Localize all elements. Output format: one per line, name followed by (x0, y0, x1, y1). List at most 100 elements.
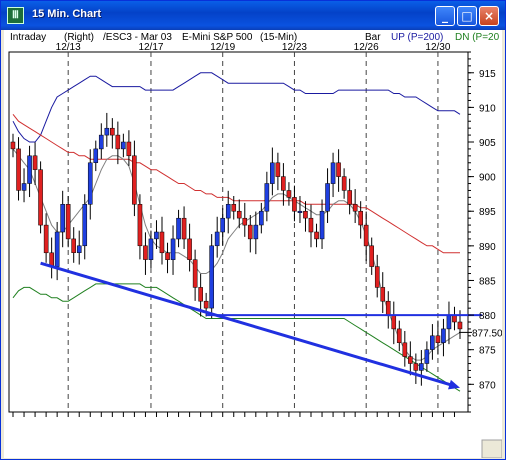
price-bar (132, 155, 137, 205)
price-bar (60, 204, 65, 233)
price-bar (192, 259, 198, 288)
price-tick-label: 900 (479, 173, 496, 184)
chart-app-icon[interactable]: Ⅲ (7, 7, 24, 24)
lower-band-line (12, 283, 461, 392)
price-bar (286, 190, 292, 198)
price-bar (87, 162, 93, 205)
price-bar (220, 217, 225, 233)
price-bar (292, 197, 297, 212)
date-label: 12/13 (56, 42, 81, 53)
header-dn-label: DN (P=20 (455, 32, 500, 43)
short-moving-average-line (12, 148, 461, 361)
price-bar (352, 204, 358, 212)
price-tick-label: 910 (479, 103, 496, 114)
price-tick-label: 915 (479, 69, 496, 80)
long-moving-average-line (12, 113, 460, 254)
price-bar (198, 287, 203, 302)
price-bar (65, 204, 71, 240)
price-bar (231, 204, 237, 212)
price-bar (187, 238, 192, 260)
price-bar (10, 141, 16, 150)
price-bar (242, 217, 248, 226)
date-label: 12/26 (354, 42, 379, 53)
price-bar (203, 300, 209, 309)
price-bar (121, 141, 126, 150)
trend-line (40, 261, 455, 388)
trend-line-arrowhead (448, 379, 460, 390)
price-bar (369, 245, 374, 267)
price-bar (76, 245, 82, 253)
price-bar (209, 245, 214, 309)
price-bar (446, 314, 452, 330)
price-bar (358, 210, 363, 226)
price-bar (435, 335, 441, 343)
price-bar (236, 210, 242, 219)
price-bar (336, 162, 341, 177)
price-bar (347, 190, 352, 205)
price-bar (176, 217, 181, 240)
minimize-button[interactable]: _ (435, 6, 455, 26)
price-bar (27, 155, 32, 184)
price-bar (253, 224, 259, 240)
price-bar (165, 252, 170, 260)
window-title: 15 Min. Chart (32, 8, 102, 20)
price-bar (374, 266, 380, 288)
price-bar (214, 231, 220, 247)
chart-area[interactable]: Intraday (Right) /ESC3 - Mar 03 E-Mini S… (4, 30, 503, 459)
date-label: 12/23 (282, 42, 307, 53)
price-bar (170, 238, 176, 260)
header-intraday: Intraday (10, 32, 46, 43)
price-bar (143, 245, 148, 260)
price-bar (363, 224, 369, 247)
price-chart[interactable]: Intraday (Right) /ESC3 - Mar 03 E-Mini S… (4, 30, 503, 459)
price-bar (308, 217, 314, 233)
price-tick-label: 885 (479, 276, 496, 287)
price-bar (247, 224, 253, 240)
plot-area[interactable] (8, 51, 469, 413)
header-name: E-Mini S&P 500 (182, 32, 253, 43)
date-label: 12/19 (210, 42, 235, 53)
time-axis-ticks (12, 412, 455, 417)
price-bar (380, 287, 386, 302)
price-bar (385, 300, 391, 316)
price-bar (270, 162, 275, 184)
resize-grip[interactable] (481, 439, 503, 459)
price-bar (154, 231, 159, 240)
price-bar (54, 231, 60, 267)
price-bars (10, 112, 463, 386)
price-bar (402, 342, 408, 357)
indicator-lines (12, 72, 461, 392)
price-tick-label: 905 (479, 138, 496, 149)
price-bar (104, 127, 110, 136)
annotations (40, 261, 482, 390)
price-bar (413, 363, 419, 371)
price-bar (137, 204, 143, 247)
price-bar (281, 176, 286, 191)
maximize-button[interactable]: □ (457, 6, 477, 26)
price-bar (93, 148, 99, 163)
close-button[interactable]: × (479, 6, 499, 26)
header-bar-label: Bar (365, 32, 381, 43)
price-bar (82, 204, 88, 247)
header-interval: (15-Min) (260, 32, 297, 43)
price-bar (264, 183, 270, 212)
price-bar (430, 335, 435, 350)
price-bar (38, 169, 43, 226)
price-tick-label: 870 (479, 380, 496, 391)
price-bar (325, 183, 330, 212)
price-bar (391, 314, 397, 330)
price-tick-label: 875 (479, 346, 496, 357)
price-bar (396, 328, 402, 343)
price-bar (43, 224, 49, 254)
price-bar (126, 141, 132, 157)
price-bar (32, 155, 38, 170)
price-bar (98, 134, 104, 150)
date-label: 12/17 (138, 42, 163, 53)
price-bar (297, 210, 303, 213)
price-bar (314, 231, 319, 240)
header-symbol: /ESC3 - Mar 03 (103, 32, 172, 43)
title-bar[interactable]: Ⅲ 15 Min. Chart _ □ × (1, 1, 505, 30)
price-bar (275, 162, 281, 177)
price-bar (110, 127, 115, 136)
upper-band-line (12, 72, 461, 143)
